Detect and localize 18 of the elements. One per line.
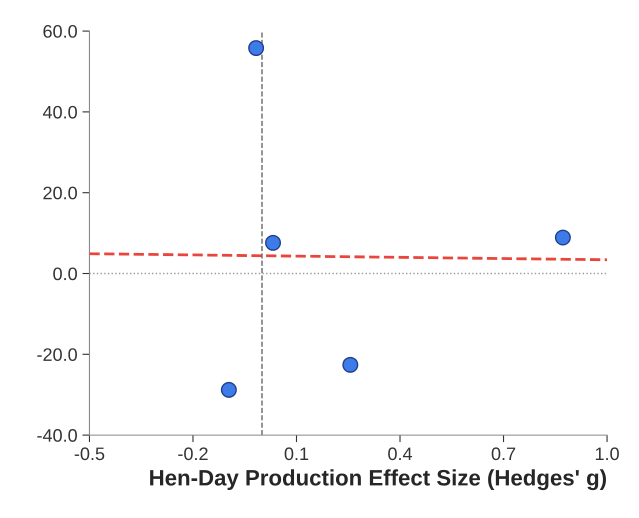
point (342, 356, 358, 373)
x-tick-label: 0.4 (388, 447, 412, 460)
x-tick-label: 1.0 (596, 447, 619, 460)
point (554, 230, 571, 246)
x-tick-label: 0.7 (492, 447, 516, 460)
x-tick-label: -0.5 (74, 447, 104, 460)
point (220, 382, 237, 398)
x-axis-title: Hen-Day Production Effect Size (Hedges' g) (150, 469, 606, 490)
y-tick-label: 20.0 (43, 186, 77, 200)
point (265, 234, 282, 251)
x-tick-label: 0.1 (284, 447, 308, 460)
y-tick-label: 0.0 (53, 267, 77, 280)
y-tick-label: 40.0 (42, 106, 77, 119)
y-tick-label: -40.0 (37, 429, 77, 442)
y-tick-label: -20.0 (37, 348, 77, 362)
point (248, 40, 264, 56)
y-tick-label: 60.0 (43, 25, 77, 38)
x-tick-label: -0.2 (178, 447, 208, 460)
